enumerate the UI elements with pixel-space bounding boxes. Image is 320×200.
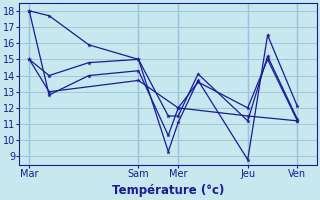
X-axis label: Température (°c): Température (°c) xyxy=(112,184,224,197)
